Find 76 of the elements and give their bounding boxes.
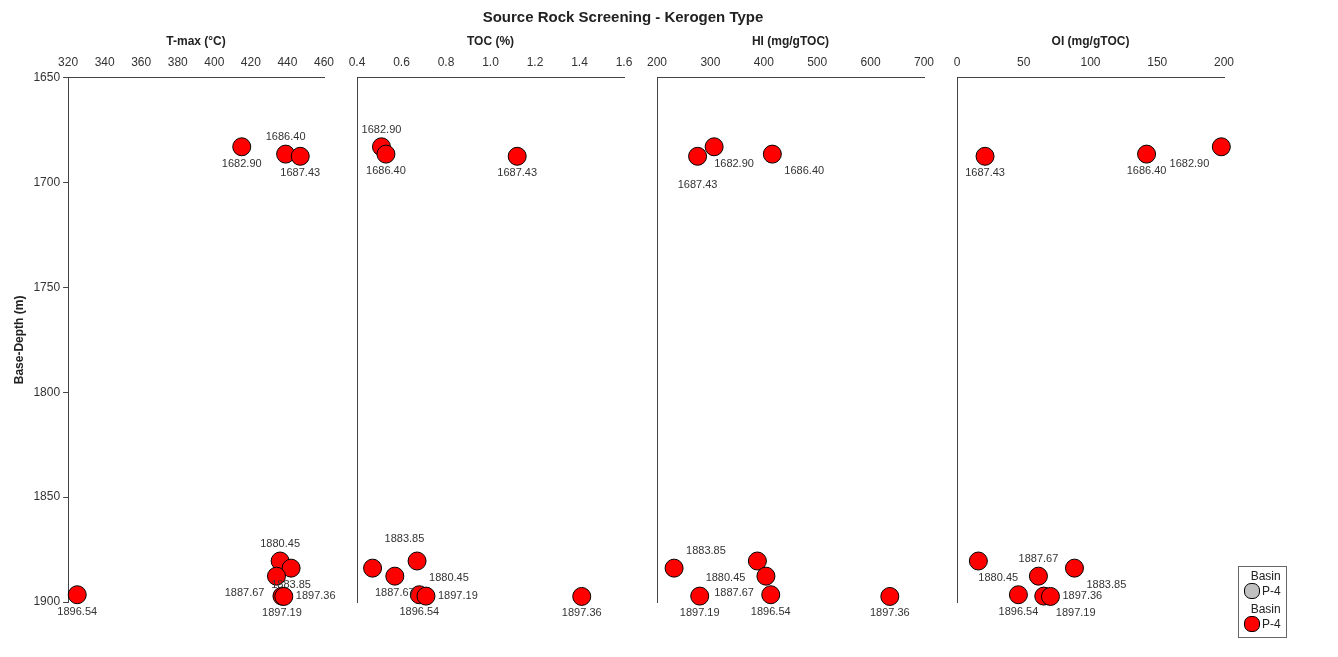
- y-tick-label: 1750: [33, 279, 61, 294]
- data-label: 1897.19: [1055, 606, 1096, 619]
- data-label: 1687.43: [280, 166, 321, 179]
- x-tick-label: 200: [646, 54, 668, 69]
- y-tick-label: 1650: [33, 70, 61, 85]
- data-label: 1897.36: [561, 606, 602, 619]
- x-tick-label: 500: [807, 54, 828, 69]
- data-label: 1682.90: [221, 156, 262, 169]
- x-tick-label: 0.6: [393, 54, 411, 69]
- x-tick-label: 300: [700, 54, 721, 69]
- x-tick-label: 1.4: [571, 54, 589, 69]
- chart-title: Source Rock Screening - Kerogen Type: [481, 8, 765, 25]
- data-label: 1896.54: [399, 604, 440, 617]
- data-label: 1687.43: [677, 178, 718, 191]
- data-label: 1897.19: [437, 589, 478, 602]
- x-tick-label: 600: [860, 54, 881, 69]
- x-tick-label: 400: [753, 54, 775, 69]
- x-tick-label: 1.2: [526, 54, 544, 69]
- data-label: 1883.85: [1086, 578, 1127, 591]
- x-tick-label: 100: [1080, 54, 1101, 69]
- x-axis-title: HI (mg/gTOC): [751, 33, 830, 48]
- x-tick-label: 50: [1017, 54, 1031, 69]
- x-tick-label: 200: [1213, 54, 1235, 69]
- data-label: 1682.90: [1169, 156, 1210, 169]
- data-label: 1896.54: [998, 604, 1039, 617]
- data-label: 1897.36: [1062, 589, 1103, 602]
- x-tick-label: 700: [913, 54, 935, 69]
- x-tick-label: 0.4: [348, 54, 366, 69]
- y-tick-label: 1700: [33, 174, 61, 189]
- data-label: 1883.85: [271, 578, 311, 591]
- x-axis-title: T-max (°C): [166, 33, 226, 48]
- x-tick-label: 360: [131, 54, 152, 69]
- x-tick-label: 150: [1147, 54, 1168, 69]
- data-label: 1686.40: [784, 164, 825, 177]
- data-label: 1880.45: [260, 537, 301, 550]
- x-tick-label: 0: [953, 54, 961, 69]
- y-axis-title: Base-Depth (m): [11, 295, 26, 385]
- data-label: 1897.19: [262, 606, 302, 619]
- x-axis-title: TOC (%): [466, 33, 515, 48]
- data-label: 1687.43: [497, 166, 538, 179]
- data-label: 1880.45: [429, 571, 469, 584]
- data-label: 1896.54: [57, 604, 98, 617]
- data-label: 1880.45: [705, 571, 746, 584]
- data-label: 1887.67: [1018, 552, 1059, 565]
- data-label: 1880.45: [978, 571, 1019, 584]
- x-tick-label: 420: [240, 54, 262, 69]
- data-label: 1887.67: [224, 586, 265, 599]
- data-label: 1883.85: [686, 544, 726, 557]
- legend-title: Basin: [1249, 569, 1281, 583]
- data-label: 1897.36: [869, 606, 910, 619]
- data-label: 1686.40: [366, 164, 406, 177]
- data-label: 1686.40: [265, 130, 306, 143]
- x-tick-label: 320: [58, 54, 79, 69]
- x-axis-title: OI (mg/gTOC): [1051, 33, 1130, 48]
- y-tick-label: 1850: [33, 489, 61, 504]
- x-tick-label: 400: [204, 54, 225, 69]
- x-tick-label: 1.0: [482, 54, 500, 69]
- x-tick-label: 0.8: [437, 54, 455, 69]
- data-label: 1887.67: [714, 586, 754, 599]
- legend-label: P-4: [1262, 617, 1281, 631]
- data-label: 1897.36: [295, 589, 336, 602]
- data-label: 1897.19: [679, 606, 720, 619]
- y-tick-label: 1800: [33, 384, 61, 399]
- x-tick-label: 340: [94, 54, 115, 69]
- data-label: 1883.85: [384, 532, 425, 545]
- x-tick-label: 380: [167, 54, 189, 69]
- data-label: 1687.43: [965, 166, 1005, 179]
- data-label: 1682.90: [361, 122, 402, 135]
- data-label: 1682.90: [714, 156, 754, 169]
- x-tick-label: 440: [277, 54, 298, 69]
- legend-label: P-4: [1262, 584, 1281, 598]
- x-tick-label: 460: [313, 54, 335, 69]
- data-label: 1896.54: [750, 604, 791, 617]
- text: Basin: [1250, 602, 1281, 616]
- x-tick-label: 1.6: [615, 54, 633, 69]
- data-label: 1686.40: [1126, 164, 1167, 177]
